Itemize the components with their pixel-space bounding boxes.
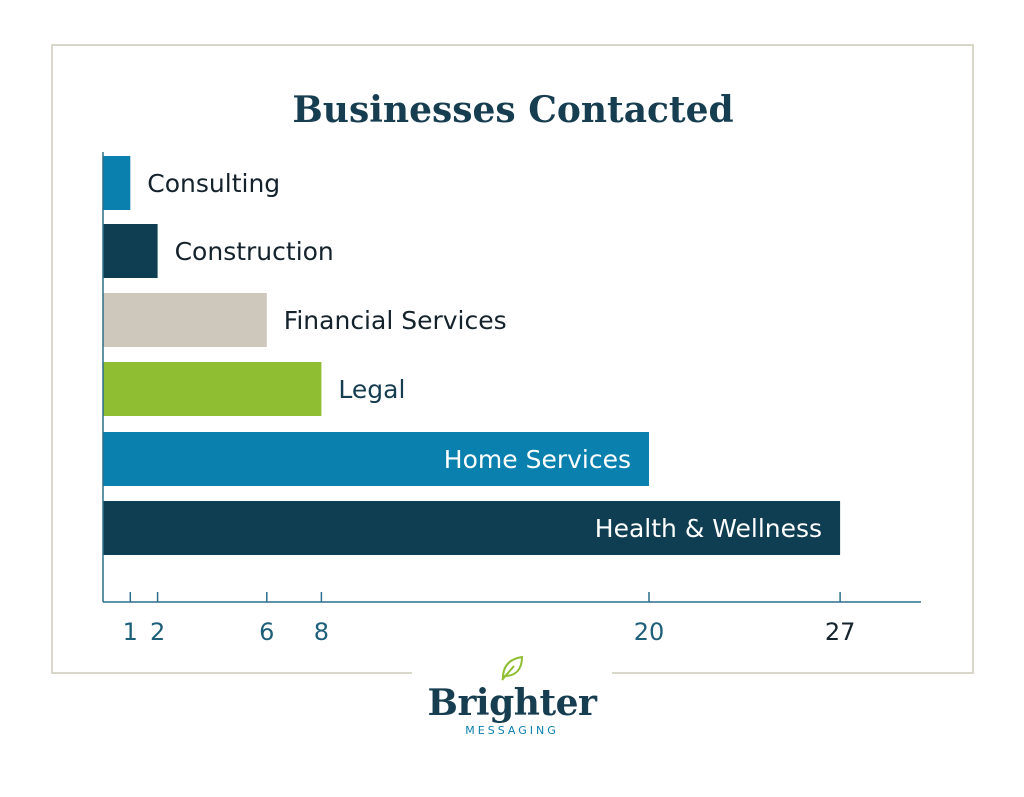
bar-label-home-services: Home Services — [444, 445, 631, 474]
bar-home-services — [103, 432, 649, 486]
bar-label-health-and-wellness: Health & Wellness — [595, 514, 822, 543]
x-tick-label: 27 — [825, 618, 856, 646]
bar-label-construction: Construction — [175, 237, 334, 266]
chart-frame — [51, 44, 974, 674]
brand-logo: Brighter MESSAGING — [412, 652, 612, 752]
logo-subtitle: MESSAGING — [465, 724, 559, 737]
bar-construction — [103, 224, 158, 278]
bar-consulting — [103, 156, 131, 210]
x-tick-label: 8 — [314, 618, 329, 646]
bars-layer: Consulting Construction Financial Services… — [103, 156, 841, 555]
bar-label-consulting: Consulting — [147, 169, 280, 198]
x-tick-label: 1 — [123, 618, 138, 646]
x-tick-label: 6 — [259, 618, 274, 646]
bar-financial-services — [103, 293, 267, 347]
logo-name: Brighter — [427, 682, 597, 724]
bar-label-legal: Legal — [338, 375, 405, 404]
leaf-icon — [501, 655, 524, 681]
bar-label-financial-services: Financial Services — [284, 306, 507, 335]
x-tick-label: 2 — [150, 618, 165, 646]
bar-health-and-wellness — [103, 501, 841, 555]
x-tick-label: 20 — [634, 618, 665, 646]
chart-title: Businesses Contacted — [292, 89, 733, 131]
bar-legal — [103, 362, 322, 416]
x-axis: 1 2 6 8 20 27 — [102, 152, 921, 646]
